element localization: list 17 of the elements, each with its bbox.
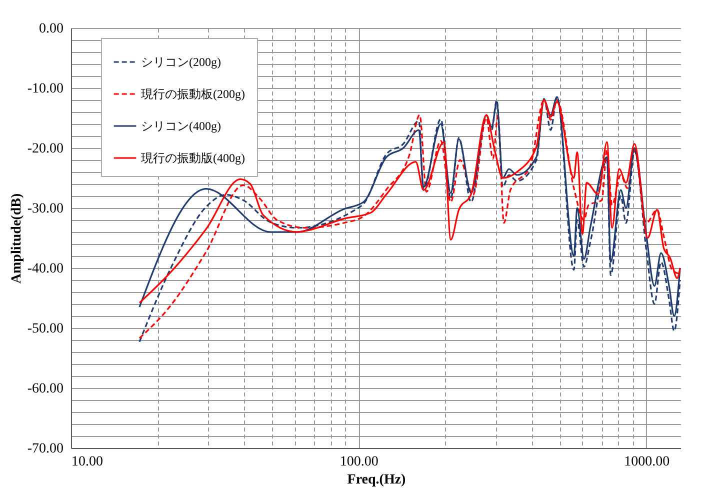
- y-tick-label: -20.00: [27, 142, 64, 156]
- legend-label: 現行の振動板(200g): [141, 87, 245, 101]
- y-tick-label: -30.00: [27, 202, 64, 216]
- y-tick-label: -70.00: [27, 442, 64, 456]
- y-tick-label: 0.00: [39, 22, 64, 36]
- y-tick-label: -50.00: [27, 322, 64, 336]
- y-axis-title: Amplitude(dB): [9, 193, 24, 284]
- legend-label: シリコン(200g): [141, 55, 221, 69]
- x-axis-title: Freq.(Hz): [347, 472, 406, 488]
- x-tick-label: 1000.00: [624, 454, 670, 470]
- y-tick-label: -60.00: [27, 382, 64, 396]
- y-tick-label: -10.00: [27, 82, 64, 96]
- legend-label: シリコン(400g): [141, 119, 221, 133]
- y-tick-label: -40.00: [27, 262, 64, 276]
- x-tick-label: 10.00: [72, 454, 103, 470]
- legend-label: 現行の振動版(400g): [141, 151, 245, 165]
- x-tick-label: 100.00: [340, 454, 378, 470]
